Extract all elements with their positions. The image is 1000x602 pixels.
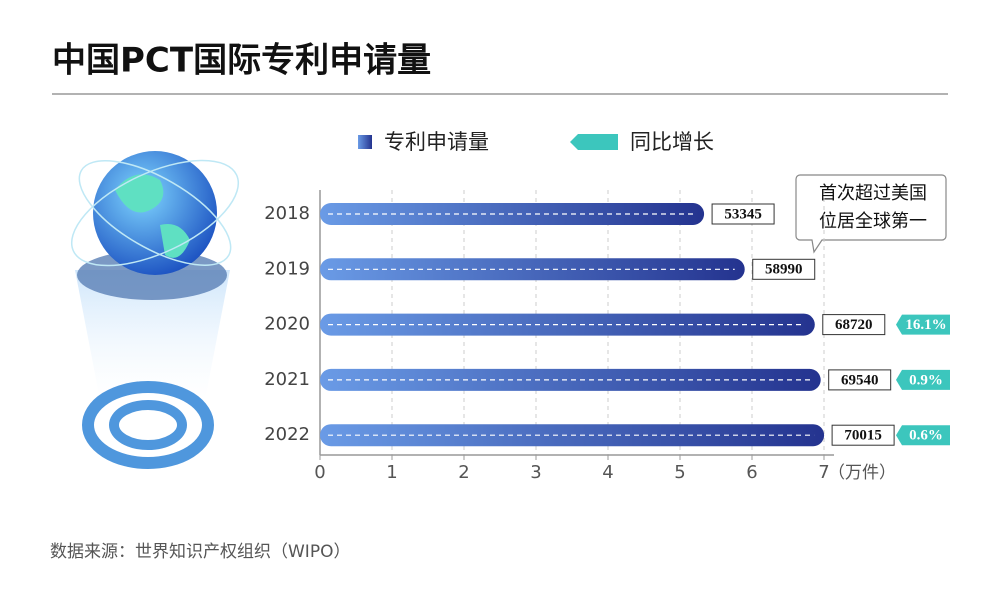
x-tick-label: 3 [530, 462, 541, 483]
legend-label: 专利申请量 [384, 130, 489, 154]
growth-box [896, 314, 950, 335]
growth-label: 0.6% [909, 428, 943, 444]
value-box [711, 203, 775, 225]
value-label: 68720 [835, 317, 873, 333]
annotation-text: 首次超过美国 [819, 183, 927, 204]
x-tick-label: 2 [458, 462, 469, 483]
illustration [70, 151, 240, 469]
bar [320, 258, 745, 281]
value-box [752, 258, 816, 280]
growth-box [896, 369, 950, 390]
y-tick-label: 2019 [264, 258, 310, 279]
bar [320, 313, 815, 336]
x-tick-label: 0 [314, 462, 325, 483]
legend-swatch [570, 134, 618, 150]
value-label: 53345 [724, 206, 762, 222]
value-box [822, 314, 886, 336]
growth-box [896, 425, 950, 446]
legend-label: 同比增长 [630, 130, 714, 154]
annotation: 首次超过美国 位居全球第一 [795, 174, 947, 254]
value-label: 70015 [844, 428, 882, 444]
value-box [828, 369, 892, 391]
chart-title: 中国PCT国际专利申请量 [52, 41, 431, 81]
x-tick-label: 7 [818, 462, 829, 483]
bar [320, 368, 821, 391]
annotation-text: 位居全球第一 [819, 211, 927, 232]
value-label: 69540 [841, 372, 879, 388]
legend-swatch [358, 135, 372, 149]
x-unit: （万件） [828, 463, 896, 483]
value-box [831, 424, 895, 446]
growth-label: 0.9% [909, 372, 943, 388]
y-tick-label: 2021 [264, 369, 310, 390]
x-tick-label: 6 [746, 462, 757, 483]
y-tick-label: 2022 [264, 424, 310, 445]
y-tick-label: 2018 [264, 203, 310, 224]
value-label: 58990 [765, 262, 803, 278]
growth-label: 16.1% [905, 317, 946, 333]
y-tick-label: 2020 [264, 314, 310, 335]
source: 数据来源：世界知识产权组织（WIPO） [50, 542, 350, 562]
x-tick-label: 1 [386, 462, 397, 483]
x-tick-label: 5 [674, 462, 685, 483]
x-tick-label: 4 [602, 462, 613, 483]
